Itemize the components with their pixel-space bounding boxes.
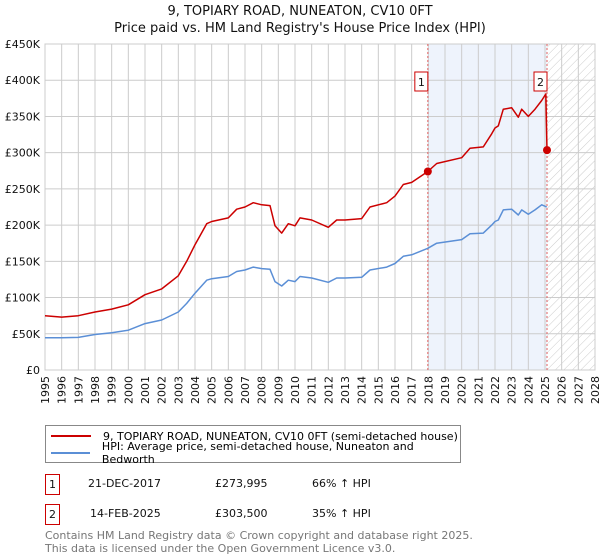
y-tick-label: £450K [5,38,41,51]
chart-title: 9, TOPIARY ROAD, NUNEATON, CV10 0FT [167,4,433,19]
x-tick-label: 2019 [439,376,452,404]
x-tick-label: 2009 [272,376,285,404]
x-tick-label: 2028 [589,376,600,404]
y-tick-label: £150K [5,255,41,268]
ownership-period-shade [427,44,547,370]
sale-number-badge: 1 [45,474,60,495]
sale-label-box [533,71,548,92]
future-hatch-area [547,44,595,370]
y-tick-label: £0 [26,364,40,377]
x-tick-label: 2002 [156,376,169,404]
x-tick-label: 2011 [306,376,319,404]
x-tick-label: 1999 [106,376,119,404]
x-tick-label: 1996 [56,376,69,404]
footer-copyright: Contains HM Land Registry data © Crown c… [45,529,473,542]
x-tick-label: 2012 [322,376,335,404]
x-tick-label: 2023 [506,376,519,404]
legend-label: HPI: Average price, semi-detached house,… [101,440,414,466]
x-tick-label: 2010 [289,376,302,404]
x-tick-label: 2004 [189,376,202,404]
x-tick-label: 2001 [139,376,152,404]
x-tick-label: 2026 [556,376,569,404]
sale-number-badge: 2 [45,504,60,525]
y-tick-label: £400K [5,74,41,87]
sale-point [543,146,551,155]
x-tick-label: 1997 [72,376,85,404]
legend-swatch-red [51,435,91,437]
sale-hpi-change: 66% ↑ HPI [312,477,371,490]
x-tick-label: 2013 [339,376,352,404]
x-tick-label: 2005 [206,376,219,404]
property-price-line [44,93,548,318]
x-tick-label: 2006 [222,376,235,404]
x-tick-label: 2021 [472,376,485,404]
legend-item-property: 9, TOPIARY ROAD, NUNEATON, CV10 0FT (sem… [51,428,458,444]
sale-date: 21-DEC-2017 [88,477,162,490]
plot-border [44,43,596,371]
x-tick-label: 2014 [356,376,369,404]
x-tick-label: 2018 [422,376,435,404]
sale-label: 2 [537,76,544,89]
y-tick-label: £100K [5,292,41,305]
x-tick-label: 2000 [122,376,135,404]
sale-price: £273,995 [215,477,268,490]
x-tick-label: 2007 [239,376,252,404]
x-tick-label: 2022 [489,376,502,404]
legend-label: 9, TOPIARY ROAD, NUNEATON, CV10 0FT (sem… [103,429,458,443]
x-tick-label: 2027 [572,376,585,404]
y-tick-label: £350K [5,110,41,123]
sale-hpi-change: 35% ↑ HPI [312,507,371,520]
sale-point [423,167,432,176]
footer-licence: This data is licensed under the Open Gov… [45,542,396,555]
hpi-line [45,204,548,339]
x-tick-label: 1998 [89,376,102,404]
sale-date: 14-FEB-2025 [90,507,161,520]
x-tick-label: 2016 [389,376,402,404]
y-tick-label: £250K [5,183,41,196]
legend-item-hpi: HPI: Average price, semi-detached house,… [51,440,460,466]
x-tick-label: 2003 [172,376,185,404]
x-tick-label: 2008 [256,376,269,404]
x-tick-label: 2017 [406,376,419,404]
x-tick-label: 2025 [539,376,552,404]
sale-label-box [414,71,429,92]
chart-subtitle: Price paid vs. HM Land Registry's House … [114,21,486,36]
x-tick-label: 1995 [39,376,52,404]
y-tick-label: £300K [5,147,41,160]
y-tick-label: £200K [5,219,41,232]
x-tick-label: 2015 [372,376,385,404]
sale-label: 1 [418,76,425,89]
x-tick-label: 2020 [456,376,469,404]
legend-swatch-blue [51,452,90,454]
x-tick-label: 2024 [522,376,535,404]
y-tick-label: £50K [12,328,41,341]
sale-price: £303,500 [215,507,268,520]
legend: 9, TOPIARY ROAD, NUNEATON, CV10 0FT (sem… [45,425,461,466]
price-chart: 1995 1996 1997 1998 1999 2000 2001 2002 2003 2004… [5,38,600,404]
